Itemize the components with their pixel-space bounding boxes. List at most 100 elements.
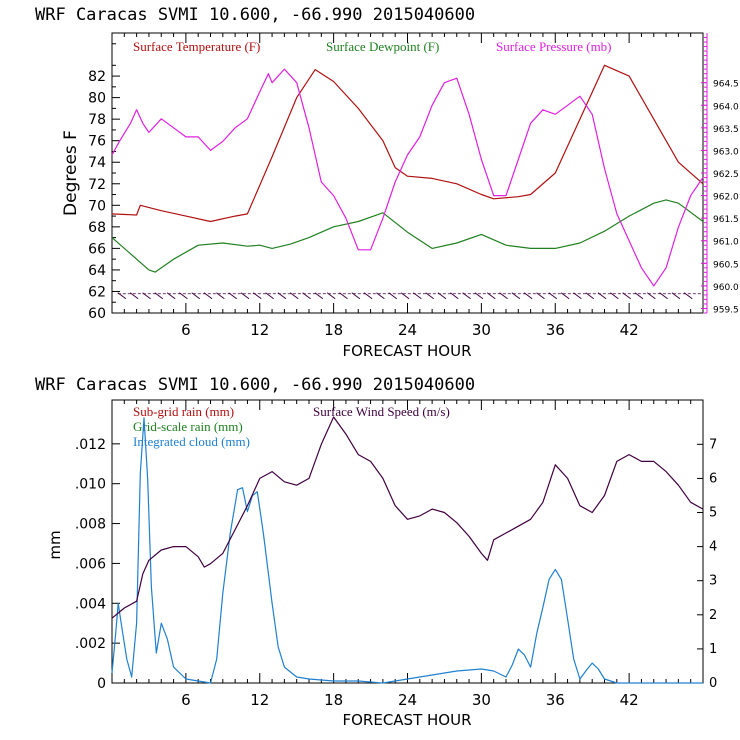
wind-barb (240, 292, 250, 300)
top-y-tick-label: 80 (88, 91, 106, 107)
wind-barb (314, 292, 324, 300)
wind-barb (659, 292, 668, 300)
top-y-tick-label: 62 (88, 284, 106, 300)
top-y2-tick-label: 961.0 (713, 238, 739, 248)
wind-barb (536, 292, 545, 300)
top-x-tick-label: 36 (546, 321, 565, 339)
bottom-x-tick-label: 6 (181, 691, 191, 709)
bottom-panel: WRF Caracas SVMI 10.600, -66.990 2015040… (35, 375, 717, 729)
wind-barb (449, 292, 459, 300)
top-x-tick-label: 18 (324, 321, 343, 339)
top-x-tick-label: 24 (398, 321, 417, 339)
bottom-y2-tick-label: 2 (709, 608, 717, 623)
bottom-x-tick-label: 36 (546, 691, 565, 709)
bottom-y2-tick-label: 6 (709, 471, 717, 486)
series-line-surface-pressure-mb (111, 68, 704, 287)
top-y2-tick-label: 962.0 (713, 193, 739, 203)
series-line-surface-temperature-f (111, 64, 704, 223)
top-y-tick-label: 70 (88, 198, 106, 214)
bottom-y2-tick-label: 1 (709, 642, 717, 657)
top-y-tick-label: 68 (88, 220, 106, 236)
top-panel: WRF Caracas SVMI 10.600, -66.990 2015040… (35, 5, 739, 360)
bottom-x-tick-label: 18 (324, 691, 343, 709)
wind-barb (474, 292, 484, 300)
wind-barb (499, 292, 508, 300)
bottom-series-group (111, 416, 704, 684)
series-line-surface-dewpoint-f (111, 199, 704, 273)
legend-dewpoint: Surface Dewpoint (F) (326, 39, 439, 54)
top-x-axis-label: FORECAST HOUR (342, 342, 471, 360)
legend-subgrid-rain: Sub-grid rain (mm) (133, 404, 234, 419)
top-plot-frame (111, 32, 704, 314)
top-y-tick-label: 66 (88, 241, 106, 257)
bottom-x-axis-label: FORECAST HOUR (342, 711, 471, 729)
legend-grid-scale-rain: Grid-scale rain (mm) (133, 419, 243, 434)
series-line-integrated-cloud-mm (111, 417, 703, 684)
bottom-y2-tick-label: 0 (709, 676, 717, 691)
bottom-y-axis-label: mm (46, 530, 64, 559)
top-x-tick-label: 12 (250, 321, 269, 339)
bottom-y2-tick-label: 5 (709, 506, 717, 521)
top-y2-tick-label: 962.5 (713, 170, 739, 180)
top-y2-tick-label: 960.5 (713, 260, 739, 270)
wind-barb (129, 292, 139, 300)
top-y-ticks: 60 62 64 66 68 70 72 74 76 78 80 82 (88, 43, 120, 322)
legend-wind-speed: Surface Wind Speed (m/s) (313, 404, 450, 419)
bottom-chart-title: WRF Caracas SVMI 10.600, -66.990 2015040… (35, 375, 475, 395)
bottom-y-ticks: 0 .002 .004 .006 .008 .010 .012 (75, 437, 120, 692)
wind-barb (400, 292, 410, 300)
top-x-tick-label: 42 (620, 321, 639, 339)
bottom-y2-tick-label: 3 (709, 574, 717, 589)
top-y2-tick-label: 961.5 (713, 215, 739, 225)
bottom-y-tick-label: .010 (75, 477, 106, 493)
top-y2-tick-label: 959.5 (713, 305, 739, 315)
top-x-tick-label: 6 (181, 321, 191, 339)
bottom-y-tick-label: .008 (75, 517, 106, 533)
top-y-axis-label: Degrees F (61, 130, 81, 216)
bottom-x-tick-label: 30 (472, 691, 491, 709)
top-y-tick-label: 78 (88, 112, 106, 128)
top-y2-tick-label: 964.5 (713, 80, 739, 90)
wind-barb (265, 292, 274, 300)
wind-barb (610, 292, 619, 300)
wind-barb (425, 292, 434, 300)
bottom-y2-ticks: 0 1 2 3 4 5 6 7 (697, 437, 717, 691)
top-x-ticks: 6 12 18 24 30 36 42 (123, 33, 692, 339)
wind-barbs (117, 292, 701, 300)
bottom-y-tick-label: .002 (75, 636, 106, 652)
legend-pressure: Surface Pressure (mb) (496, 39, 612, 54)
top-y-tick-label: 72 (88, 177, 106, 193)
bottom-y-tick-label: .006 (75, 556, 106, 572)
top-y2-tick-label: 964.0 (713, 102, 739, 112)
bottom-x-ticks: 6 12 18 24 30 36 42 (123, 400, 692, 709)
bottom-x-tick-label: 24 (398, 691, 417, 709)
top-y-tick-label: 64 (88, 263, 106, 279)
legend-integrated-cloud: Integrated cloud (mm) (133, 434, 250, 449)
top-chart-title: WRF Caracas SVMI 10.600, -66.990 2015040… (35, 5, 475, 25)
bottom-y-tick-label: 0 (97, 676, 106, 692)
wind-barb (585, 292, 595, 300)
legend-temperature: Surface Temperature (F) (133, 39, 260, 54)
wind-barb (376, 292, 385, 300)
top-y-tick-label: 74 (88, 155, 106, 171)
bottom-y-tick-label: .012 (75, 437, 106, 453)
bottom-x-tick-label: 42 (620, 691, 639, 709)
top-y-tick-label: 76 (88, 134, 106, 150)
top-series-group (111, 64, 704, 287)
wind-barb (560, 292, 570, 300)
wind-barb (154, 292, 164, 300)
wind-barb (634, 292, 644, 300)
bottom-x-tick-label: 12 (250, 691, 269, 709)
series-line-surface-wind-speed-m-s (111, 416, 704, 619)
bottom-y2-tick-label: 4 (709, 540, 717, 555)
wind-barb (289, 292, 299, 300)
top-y-tick-label: 60 (88, 306, 106, 322)
top-y2-tick-label: 963.0 (713, 147, 739, 157)
top-y2-tick-label: 963.5 (713, 125, 739, 135)
top-x-tick-label: 30 (472, 321, 491, 339)
bottom-y2-tick-label: 7 (709, 437, 717, 452)
bottom-y-tick-label: .004 (75, 596, 106, 612)
wind-barb (216, 292, 225, 300)
top-y-tick-label: 82 (88, 69, 106, 85)
